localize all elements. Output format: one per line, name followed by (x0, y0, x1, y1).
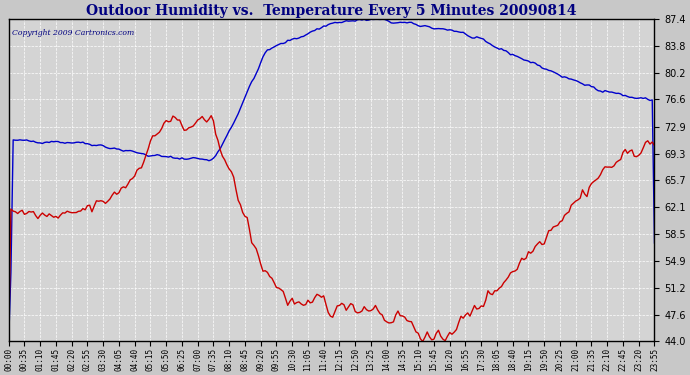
Title: Outdoor Humidity vs.  Temperature Every 5 Minutes 20090814: Outdoor Humidity vs. Temperature Every 5… (86, 4, 577, 18)
Text: Copyright 2009 Cartronics.com: Copyright 2009 Cartronics.com (12, 29, 134, 37)
